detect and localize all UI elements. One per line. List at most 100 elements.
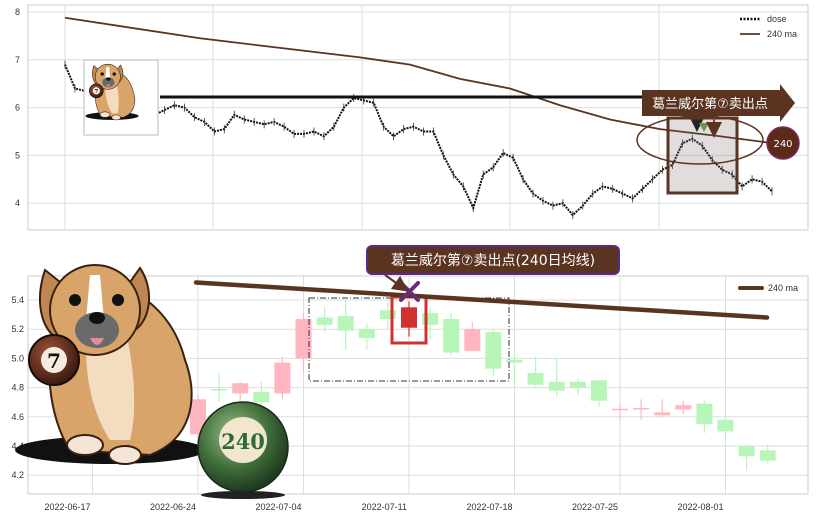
dog-paw — [108, 445, 142, 465]
ma-badge — [766, 126, 800, 160]
dog-eye — [112, 294, 124, 306]
candle-body — [654, 412, 671, 416]
candle-2022-07-15 — [485, 329, 502, 376]
y-tick-label: 4 — [15, 198, 20, 208]
candle-body — [633, 408, 650, 410]
dog-eye — [112, 72, 116, 76]
candle-2022-07-27 — [654, 399, 671, 417]
ma-badge-label: 240 — [773, 139, 792, 150]
candle-2022-07-29 — [696, 400, 713, 433]
ball-7-face — [41, 347, 67, 373]
y-tick-label: 5.0 — [11, 353, 24, 363]
candle-2022-07-12 — [422, 307, 439, 340]
candle-2022-07-26 — [633, 399, 650, 420]
y-tick-label: 4.2 — [11, 470, 24, 480]
sell-label-text: 葛兰威尔第⑦卖出点(240日均线) — [391, 252, 595, 269]
candle-body — [253, 391, 270, 403]
dog-paw — [66, 434, 104, 456]
dog-muzzle — [102, 77, 115, 88]
sell-label-box — [366, 245, 620, 275]
candle-body — [590, 380, 607, 401]
dog-tongue — [90, 338, 104, 345]
candle-2022-07-20 — [548, 358, 565, 397]
candle-body — [274, 362, 291, 394]
legend-ma-label: 240 ma — [768, 283, 798, 293]
sell-signal-arrow — [642, 84, 795, 122]
candle-2022-07-05 — [316, 307, 333, 333]
candle-body — [379, 310, 396, 319]
candle-2022-07-04 — [295, 313, 312, 373]
y-tick-label: 5.2 — [11, 324, 24, 334]
dog-thumbnail-icon: 7 — [85, 63, 139, 121]
bottom-candlestick-panel: 4.2 4.4 4.6 4.8 5.0 5.2 5.4 2022-06-17 2022-06-2… — [11, 245, 809, 512]
candle-2022-07-25 — [612, 402, 628, 420]
candle-body — [443, 318, 460, 353]
candle-body — [422, 313, 439, 325]
legend-ma-label: 240 ma — [767, 29, 797, 39]
candle-body — [337, 316, 354, 331]
sell-signal-label: 葛兰威尔第⑦卖出点 — [652, 97, 768, 112]
candle-2022-07-22 — [590, 380, 607, 407]
candle-2022-07-14 — [464, 321, 481, 352]
candle-2022-07-13 — [443, 313, 460, 356]
x-tick-label: 2022-07-11 — [362, 502, 407, 512]
candle-2022-07-18 — [506, 352, 523, 387]
candle-body — [738, 446, 755, 457]
candle-body — [717, 419, 734, 432]
candle-2022-08-01 — [717, 419, 734, 444]
candle-body — [232, 383, 249, 394]
candle-2022-08-03 — [759, 444, 776, 464]
candle-body — [612, 408, 628, 411]
dog-thumbnail-illustration: 7 — [85, 63, 139, 121]
ball-7-label: 7 — [47, 349, 61, 373]
y-tick-label: 5.4 — [11, 295, 24, 305]
candle-body — [190, 399, 206, 435]
candle-body — [211, 389, 228, 391]
top-price-panel: 4 5 6 7 8 dose 240 ma 7 葛兰威尔第⑦卖出点 240 — [15, 4, 809, 231]
candle-2022-06-24 — [190, 394, 206, 439]
y-tick-label: 4.6 — [11, 412, 24, 422]
dog-nose — [106, 77, 111, 81]
candle-2022-07-21 — [569, 378, 586, 395]
dog-nose — [89, 312, 105, 324]
x-tick-label: 2022-07-18 — [466, 502, 512, 512]
candle-2022-07-28 — [675, 400, 692, 414]
ma240-line — [64, 16, 776, 145]
x-tick-label: 2022-07-04 — [255, 502, 301, 512]
x-tick-label: 2022-06-24 — [150, 502, 196, 512]
candle-body — [759, 450, 776, 461]
candle-body — [295, 318, 312, 359]
dog-eye — [100, 72, 104, 76]
dog-paw — [99, 111, 111, 118]
dog-muzzle — [75, 312, 119, 348]
candle-body — [358, 329, 375, 338]
ball-240-icon: 240 — [197, 401, 289, 499]
x-tick-label: 2022-07-25 — [572, 502, 618, 512]
dog-blaze — [105, 67, 111, 80]
highlight-box — [666, 116, 739, 195]
dog-blaze — [86, 275, 104, 320]
dog-illustration: 7 — [15, 264, 205, 465]
candle-2022-07-11 — [401, 301, 417, 337]
candle-2022-07-19 — [527, 356, 544, 387]
candle-2022-08-02 — [738, 446, 755, 471]
close-line — [64, 64, 773, 217]
y-tick-label: 8 — [15, 7, 20, 17]
ball-240-label: 240 — [221, 429, 265, 454]
y-tick-label: 6 — [15, 103, 20, 113]
candle-body — [527, 373, 544, 385]
ball-240-shadow — [201, 491, 285, 499]
y-tick-label: 5 — [15, 150, 20, 160]
dog-tongue — [106, 84, 111, 87]
candle-body — [464, 329, 481, 352]
candle-body — [675, 405, 692, 410]
candle-body — [485, 332, 502, 369]
candle-2022-07-08 — [379, 302, 396, 330]
candle-body — [401, 307, 417, 328]
ball-240-face — [219, 417, 267, 463]
candle-2022-07-06 — [337, 300, 354, 350]
candle-body — [696, 403, 713, 425]
y-tick-label: 4.4 — [11, 441, 24, 451]
label-pointer-arrow — [384, 274, 409, 292]
